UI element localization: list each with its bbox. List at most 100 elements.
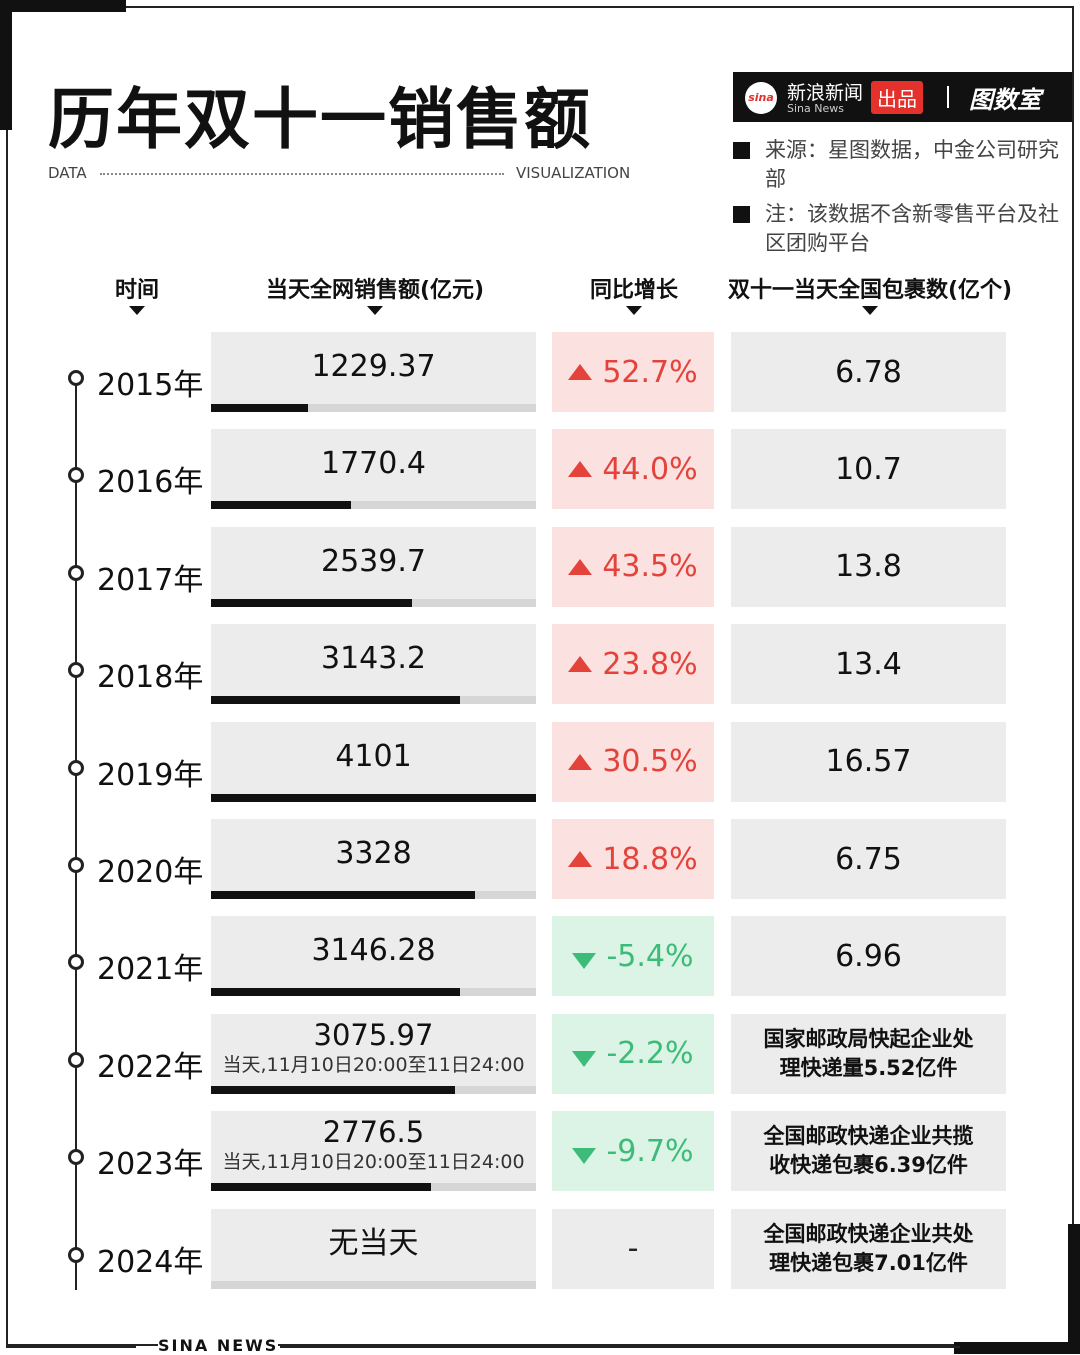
year: 2021年 (97, 952, 204, 988)
sales-cell: 3146.28 (211, 916, 536, 997)
sales: 1770.4 (321, 446, 426, 482)
growth: 23.8% (602, 646, 698, 682)
growth: -2.2% (606, 1036, 694, 1072)
sales-cell: 4101 (211, 721, 536, 802)
note: 注：该数据不含新零售平台及社区团购平台 (733, 200, 1063, 258)
divider (947, 86, 949, 108)
footer: SINA NEWS (158, 1336, 279, 1355)
rule (100, 173, 504, 175)
growth: -9.7% (606, 1133, 694, 1169)
bar-track (211, 1280, 536, 1289)
sales-cell: 无当天 (211, 1208, 536, 1289)
arrow-up (568, 656, 593, 673)
growth: 18.8% (602, 841, 698, 877)
sales: 3146.28 (311, 933, 436, 969)
bar (211, 598, 413, 607)
sales: 无当天 (328, 1225, 419, 1261)
bullet (733, 142, 750, 159)
sales-cell: 3328 (211, 819, 536, 899)
arrow-up (568, 851, 593, 867)
column-header: 当天全网销售额(亿元) (265, 278, 485, 303)
rule (6, 1346, 136, 1348)
arrow (129, 306, 145, 315)
sales-note: 当天,11月10日20:00至11日24:00 (222, 1053, 525, 1076)
parcels-cell: 6.75 (731, 819, 1006, 899)
year: 2016年 (97, 465, 204, 501)
arrow (367, 306, 383, 315)
arrow (862, 306, 878, 315)
notes: 来源：星图数据，中金公司研究部 注：该数据不含新零售平台及社区团购平台 (733, 136, 1063, 264)
year: 2022年 (97, 1049, 204, 1085)
parcels-cell: 国家邮政局快起企业处理快递量5.52亿件 (731, 1013, 1006, 1094)
tag: VISUALIZATION (516, 164, 631, 182)
parcels-cell: 6.78 (731, 332, 1006, 412)
brand-en: Sina News (787, 102, 844, 115)
sales: 4101 (335, 738, 412, 774)
sales: 3075.97 (313, 1017, 434, 1052)
sales: 2539.7 (321, 543, 426, 579)
arrow-up (568, 364, 593, 380)
sales: 3328 (335, 836, 412, 871)
note: 来源：星图数据，中金公司研究部 (733, 136, 1063, 194)
timeline-dot (68, 1051, 84, 1068)
parcels-cell: 全国邮政快递企业共揽收快递包裹6.39亿件 (731, 1111, 1006, 1192)
corner (0, 0, 12, 130)
rule (280, 1346, 960, 1348)
growth-cell: 52.7% (552, 332, 714, 412)
growth-cell: -9.7% (552, 1111, 714, 1192)
note-text: 注：该数据不含新零售平台及社区团购平台 (765, 202, 1059, 255)
column-header: 时间 (114, 278, 160, 303)
growth: 30.5% (602, 744, 698, 780)
parcels: 10.7 (835, 451, 902, 487)
title: 历年双十一销售额 (48, 81, 592, 158)
bar (211, 793, 536, 802)
growth: 43.5% (602, 549, 698, 585)
parcels-cell: 16.57 (731, 721, 1006, 802)
bar (211, 1183, 432, 1192)
growth: - (627, 1231, 639, 1267)
parcels-cell: 13.8 (731, 526, 1006, 607)
brand-name: 新浪新闻 (787, 82, 864, 104)
sales-cell: 2776.5 当天,11月10日20:00至11日24:00 (211, 1111, 536, 1192)
sales: 2776.5 (322, 1115, 425, 1150)
timeline-dot (68, 857, 84, 873)
growth: 52.7% (602, 354, 698, 390)
timeline-dot (68, 370, 84, 386)
corner (1068, 1224, 1080, 1354)
badge: 出品 (871, 81, 923, 114)
growth-cell: 44.0% (552, 429, 714, 510)
timeline (75, 375, 77, 1290)
arrow-down (572, 1050, 597, 1067)
sales-note: 当天,11月10日20:00至11日24:00 (222, 1151, 525, 1174)
growth: -5.4% (606, 938, 694, 974)
note-text: 来源：星图数据，中金公司研究部 (765, 138, 1059, 191)
brand-bar: sina 新浪新闻 Sina News 出品 图数室 (733, 72, 1072, 122)
year: 2017年 (97, 562, 204, 598)
parcels: 16.57 (825, 744, 912, 780)
column-header: 双十一当天全国包裹数(亿个) (727, 278, 1013, 303)
growth: 44.0% (602, 451, 698, 487)
growth-cell: 23.8% (552, 624, 714, 705)
timeline-dot (68, 759, 84, 776)
frame (6, 6, 1074, 1346)
parcels-cell: 全国邮政快递企业共处理快递包裹7.01亿件 (731, 1208, 1006, 1289)
bar (211, 501, 352, 510)
year: 2018年 (97, 660, 204, 696)
parcels: 13.4 (835, 646, 902, 682)
bar (211, 404, 309, 412)
timeline-dot (68, 467, 84, 484)
parcels: 国家邮政局快起企业处理快递量5.52亿件 (763, 1026, 974, 1080)
bar (211, 891, 475, 899)
bar (211, 1085, 455, 1094)
growth-cell: 43.5% (552, 526, 714, 607)
bar (211, 988, 461, 997)
bullet (733, 206, 750, 223)
year: 2024年 (97, 1244, 204, 1280)
year: 2023年 (97, 1147, 204, 1183)
arrow (626, 306, 642, 315)
corner (0, 0, 126, 12)
sales: 1229.37 (311, 349, 436, 384)
parcels: 6.75 (835, 841, 902, 877)
arrow-up (568, 461, 593, 478)
